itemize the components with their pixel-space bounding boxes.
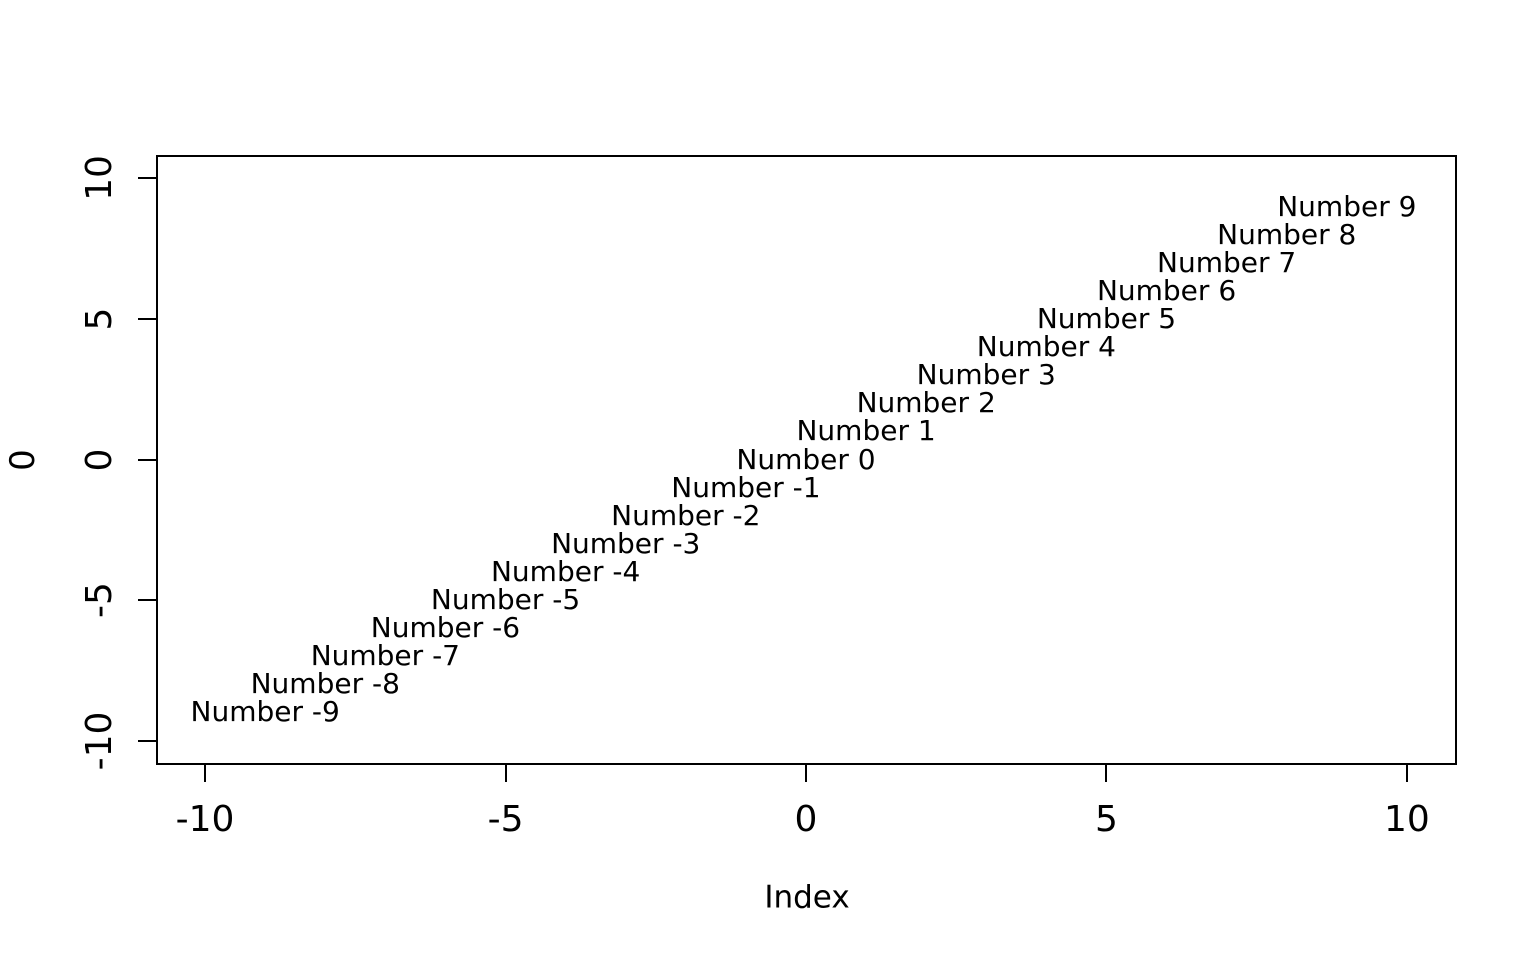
y-tick-label: -5 (79, 582, 120, 618)
y-tick-mark (138, 739, 157, 742)
data-point-label: Number -8 (250, 667, 400, 701)
data-point-label: Number -6 (370, 611, 521, 645)
data-point-label: Number 1 (796, 414, 936, 448)
x-tick-mark (504, 763, 507, 782)
data-point-label: Number -1 (671, 470, 821, 504)
data-point-label: Number 2 (856, 386, 996, 420)
y-tick-mark (138, 177, 157, 180)
y-tick-label: 5 (79, 307, 120, 331)
data-point-label: Number 0 (736, 442, 876, 476)
y-tick-label: 0 (79, 448, 120, 471)
x-tick-label: -5 (487, 799, 524, 840)
x-axis-title: Index (764, 879, 850, 916)
x-tick-mark (1405, 763, 1408, 782)
x-tick-label: -10 (175, 799, 235, 840)
y-tick-label: 10 (79, 155, 120, 202)
data-point-label: Number 6 (1096, 273, 1237, 307)
data-point-label: Number 4 (976, 330, 1116, 364)
data-point-label: Number -9 (190, 695, 340, 729)
data-point-label: Number -3 (551, 526, 701, 560)
data-point-label: Number 3 (916, 358, 1056, 392)
y-tick-mark (138, 317, 157, 320)
data-point-label: Number 7 (1157, 245, 1297, 279)
data-point-label: Number -5 (430, 583, 581, 616)
data-point-label: Number 9 (1277, 189, 1417, 223)
x-tick-mark (204, 763, 207, 782)
data-point-label: Number 5 (1036, 301, 1177, 335)
x-tick-label: 0 (794, 799, 818, 840)
data-point-label: Number -7 (310, 639, 460, 673)
data-point-label: Number 8 (1217, 217, 1357, 251)
y-tick-label: -10 (79, 711, 120, 770)
x-tick-mark (805, 763, 807, 782)
data-point-label: Number -4 (490, 554, 641, 588)
x-tick-label: 5 (1095, 799, 1118, 840)
y-tick-mark (138, 599, 157, 601)
data-point-label: Number -2 (611, 498, 761, 532)
y-tick-mark (138, 458, 157, 461)
y-axis-title: 0 (3, 449, 43, 471)
x-tick-label: 10 (1384, 799, 1430, 840)
x-tick-mark (1105, 763, 1108, 782)
